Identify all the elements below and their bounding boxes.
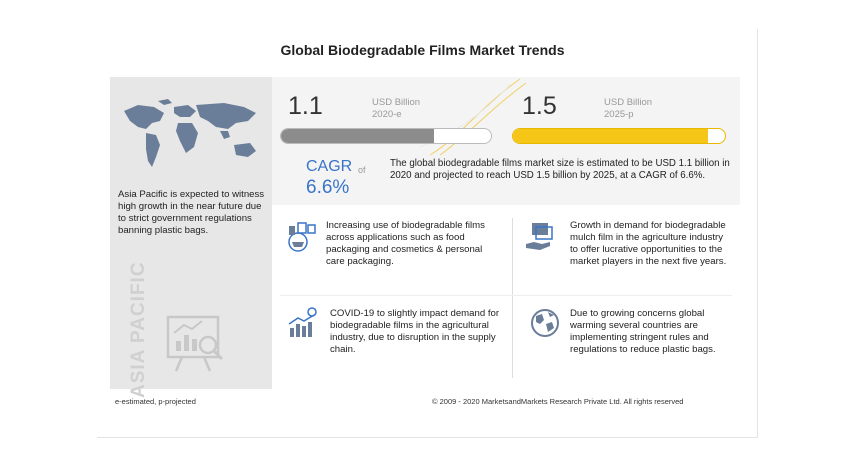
covid-chart-icon [288,307,317,337]
value-2020: 1.1 [288,92,323,120]
footer-legend: e-estimated, p-projected [115,397,196,406]
bar-2020 [280,128,492,144]
trend-text-4: Due to growing concerns global warming s… [570,308,716,355]
decorative-lines-icon [420,78,527,156]
bar-2025 [512,128,726,144]
unit-2020-line2: 2020-e [372,109,402,120]
trend-text-2: Growth in demand for biodegradable mulch… [570,220,727,267]
region-description: Asia Pacific is expected to witness high… [118,189,265,236]
trend-text-3: COVID-19 to slightly impact demand for b… [330,308,500,355]
value-2025: 1.5 [522,92,557,120]
bar-2025-fill [513,129,709,143]
globe-icon [531,309,559,337]
cagr-label: CAGR [306,158,353,175]
unit-2020: USD Billion 2020-e [372,97,420,121]
cagr-value: 6.6% [306,177,350,198]
unit-2025: USD Billion 2025-p [604,97,652,121]
region-panel: Asia Pacific is expected to witness high… [110,77,272,398]
world-map-icon [124,99,256,167]
region-vertical-label: ASIA PACIFIC [128,261,149,398]
packaging-icon [288,222,316,252]
presentation-board-icon [166,315,224,372]
footer-copyright: © 2009 - 2020 MarketsandMarkets Research… [432,397,684,406]
grid-divider-vertical [512,218,513,378]
money-hand-icon [526,223,553,250]
bar-2020-fill [281,129,435,143]
market-summary: The global biodegradable films market si… [390,158,730,181]
unit-2020-line1: USD Billion [372,97,421,108]
trends-grid [272,205,740,389]
unit-2025-line2: 2025-p [604,109,634,120]
infographic-title: Global Biodegradable Films Market Trends [280,42,565,58]
cagr-of: of [358,165,366,175]
grid-divider-horizontal [280,295,732,296]
unit-2025-line1: USD Billion [604,97,653,108]
trend-text-1: Increasing use of biodegradable films ac… [326,220,485,267]
